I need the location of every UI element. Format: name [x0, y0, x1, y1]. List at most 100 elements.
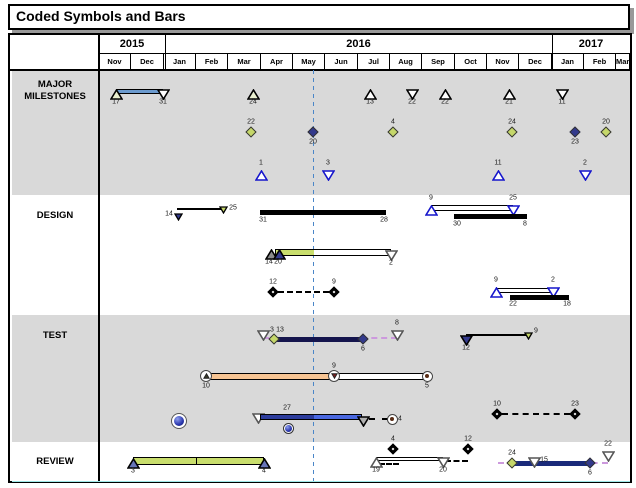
date-label: 24: [508, 118, 516, 126]
circled-triangle-up-milestone[interactable]: [200, 370, 212, 382]
circled-triangle-down-milestone[interactable]: [328, 370, 340, 382]
date-label: 3: [270, 326, 274, 334]
row-label-design: DESIGN: [36, 210, 74, 222]
status-date-line: [313, 70, 314, 481]
gantt-progress-bar[interactable]: [260, 414, 362, 420]
month-cell: Jan: [164, 54, 196, 70]
month-cell: Dec: [131, 54, 164, 70]
date-label: 11: [558, 98, 566, 106]
triangle-up-milestone[interactable]: [254, 168, 268, 186]
triangle-up-milestone[interactable]: [126, 456, 140, 474]
gantt-summary-bar[interactable]: [431, 205, 513, 211]
date-label: 9: [494, 276, 498, 284]
triangle-down-milestone[interactable]: [356, 414, 370, 432]
month-cell: May: [293, 54, 325, 70]
triangle-up-milestone[interactable]: [438, 87, 452, 105]
date-label: 22: [441, 98, 449, 106]
chart-top-border: [10, 69, 630, 71]
triangle-down-milestone[interactable]: [321, 168, 335, 186]
date-label: 6: [361, 345, 365, 353]
date-label: 22: [604, 440, 612, 448]
date-label: 9: [332, 362, 336, 370]
triangle-up-milestone[interactable]: [363, 87, 377, 105]
triangle-down-milestone[interactable]: [384, 248, 398, 266]
year-cell: 2016: [346, 38, 371, 50]
triangle-up-milestone[interactable]: [264, 247, 278, 265]
triangle-up-milestone[interactable]: [272, 247, 286, 265]
month-cell: Jun: [325, 54, 358, 70]
month-cell: Oct: [455, 54, 487, 70]
date-label: 13: [366, 98, 374, 106]
gantt-bar[interactable]: [512, 460, 590, 466]
date-label: 11: [494, 159, 502, 167]
date-label: 23: [571, 400, 579, 408]
triangle-up-milestone[interactable]: [491, 168, 505, 186]
gantt-thin-bar[interactable]: [466, 334, 528, 336]
date-label: 12: [464, 435, 472, 443]
row-label-review: REVIEW: [36, 455, 74, 467]
triangle-down-milestone[interactable]: [405, 87, 419, 105]
date-label: 10: [493, 400, 501, 408]
circled-sphere-milestone[interactable]: [282, 422, 294, 434]
date-label: 13: [276, 326, 284, 334]
dashed-connector: [379, 463, 399, 465]
month-cell: Mar: [228, 54, 261, 70]
triangle-up-milestone[interactable]: [109, 87, 123, 105]
month-cell: Jan: [552, 54, 584, 70]
triangle-down-milestone[interactable]: [459, 333, 473, 351]
triangle-down-milestone[interactable]: [256, 328, 270, 346]
date-label: 5: [425, 382, 429, 390]
gantt-summary-bar[interactable]: [376, 457, 443, 461]
triangle-up-milestone[interactable]: [257, 456, 271, 474]
triangle-down-milestone[interactable]: [506, 203, 520, 221]
month-cell: Apr: [261, 54, 293, 70]
gantt-summary-bar[interactable]: [496, 287, 553, 293]
triangle-down-milestone[interactable]: [156, 87, 170, 105]
triangle-down-milestone[interactable]: [601, 449, 615, 467]
triangle-up-milestone[interactable]: [246, 87, 260, 105]
circled-dot-milestone[interactable]: [386, 413, 398, 425]
date-label: 20: [274, 258, 282, 266]
triangle-down-milestone[interactable]: [173, 208, 183, 226]
gantt-progress-bar[interactable]: [275, 248, 391, 256]
date-label: 4: [398, 415, 402, 423]
triangle-up-milestone[interactable]: [369, 455, 383, 473]
date-label: 15: [540, 456, 548, 464]
triangle-down-milestone[interactable]: [555, 87, 569, 105]
triangle-down-milestone[interactable]: [527, 455, 541, 473]
circled-dot-milestone[interactable]: [421, 370, 433, 382]
date-label: 9: [534, 327, 538, 335]
gantt-bar[interactable]: [454, 213, 527, 219]
gantt-bar[interactable]: [260, 209, 386, 215]
date-label: 17: [112, 98, 120, 106]
triangle-up-milestone[interactable]: [424, 203, 438, 221]
triangle-down-milestone[interactable]: [218, 201, 228, 219]
triangle-down-milestone[interactable]: [436, 455, 450, 473]
date-label: 3: [131, 467, 135, 475]
date-label: 4: [262, 467, 266, 475]
header-divider: [99, 53, 630, 54]
date-label: 24: [508, 449, 516, 457]
gantt-thin-bar[interactable]: [177, 208, 223, 210]
triangle-down-milestone[interactable]: [578, 168, 592, 186]
date-label: 2: [551, 276, 555, 284]
sphere-symbol[interactable]: [171, 413, 187, 429]
date-label: 3: [326, 159, 330, 167]
triangle-down-milestone[interactable]: [390, 328, 404, 346]
date-label: 31: [259, 216, 267, 224]
chart-title: Coded Symbols and Bars: [8, 4, 630, 30]
triangle-up-milestone[interactable]: [489, 285, 503, 303]
month-cell: Dec: [519, 54, 552, 70]
triangle-up-milestone[interactable]: [502, 87, 516, 105]
gantt-bar[interactable]: [510, 294, 569, 300]
triangle-down-milestone[interactable]: [523, 327, 533, 345]
date-label: 1: [259, 159, 263, 167]
date-label: 20: [602, 118, 610, 126]
triangle-down-milestone[interactable]: [546, 285, 560, 303]
row-band: [12, 399, 630, 443]
gantt-bar[interactable]: [133, 457, 264, 465]
gantt-progress-bar[interactable]: [206, 372, 427, 380]
year-cell: 2015: [119, 38, 145, 50]
bar-segment-divider: [196, 457, 197, 465]
gantt-bar[interactable]: [274, 336, 363, 342]
